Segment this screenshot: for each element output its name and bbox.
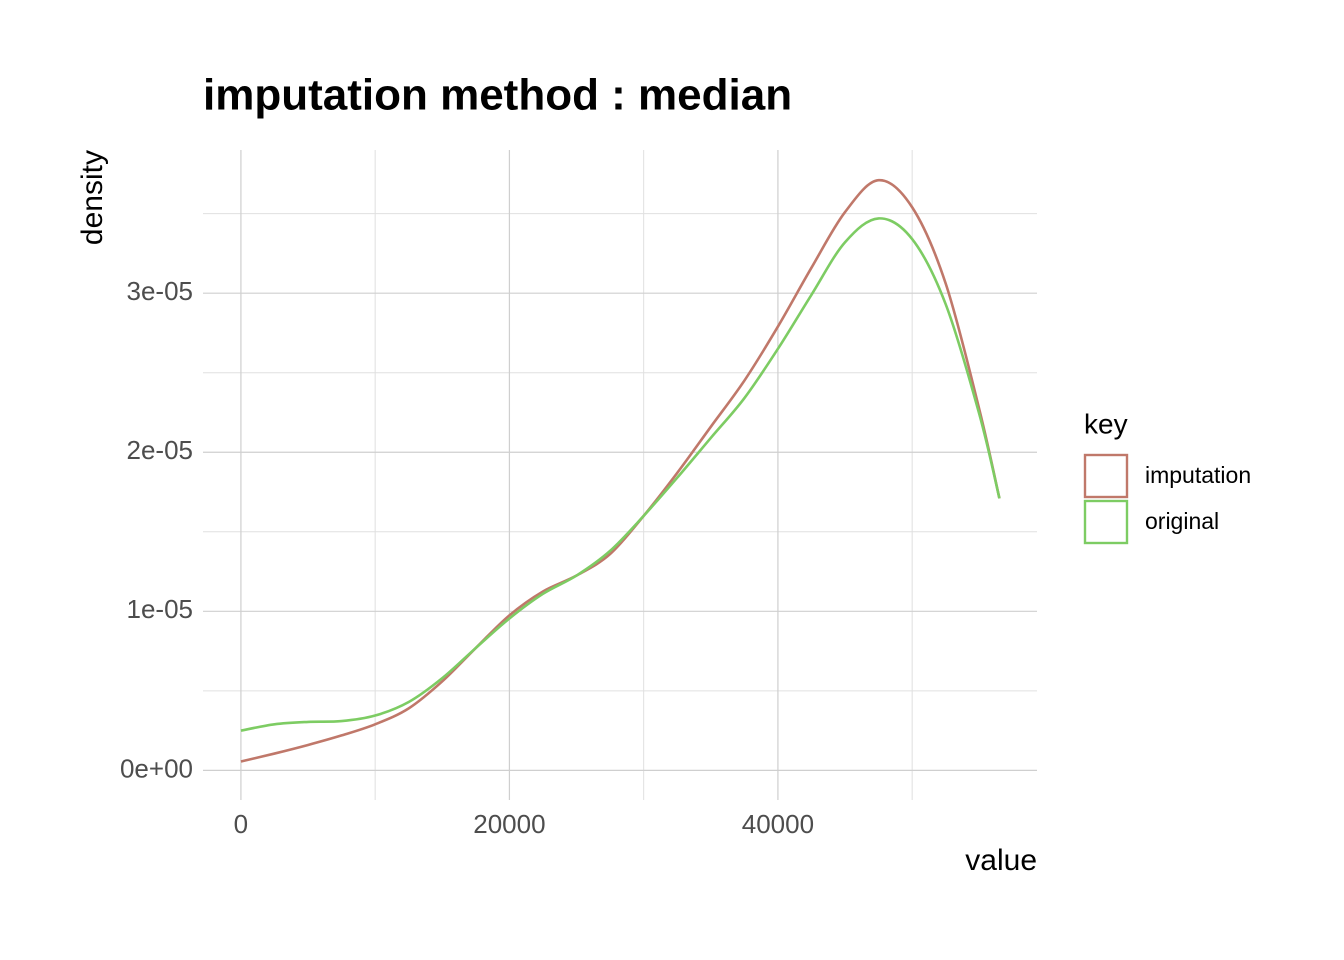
y-tick-label: 0e+00: [120, 753, 193, 783]
legend-label: imputation: [1145, 462, 1251, 488]
x-axis-label: value: [965, 844, 1037, 877]
x-tick-label: 0: [234, 809, 248, 839]
legend-title: key: [1084, 408, 1128, 439]
x-tick-label: 20000: [473, 809, 545, 839]
density-line: [240, 217, 1001, 732]
density-line: [240, 178, 1001, 763]
legend-key: [1083, 499, 1129, 545]
y-axis-label: density: [76, 150, 109, 245]
chart-title: imputation method : median: [203, 71, 792, 120]
x-tick-label: 40000: [742, 809, 814, 839]
legend-label: original: [1145, 508, 1219, 534]
y-tick-label: 1e-05: [127, 594, 194, 624]
y-tick-label: 2e-05: [127, 435, 194, 465]
legend-key: [1083, 453, 1129, 499]
y-tick-label: 3e-05: [127, 276, 194, 306]
